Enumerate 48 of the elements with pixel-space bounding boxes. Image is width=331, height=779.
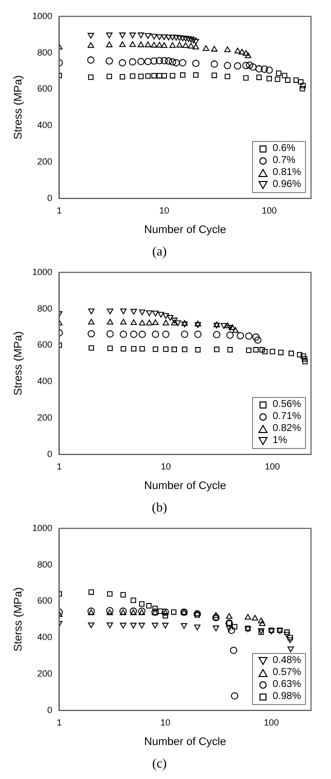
- legend-label: 0.7%: [272, 155, 296, 168]
- y-tick-label: 800: [37, 303, 52, 314]
- y-tick-label: 400: [37, 376, 52, 386]
- y-tick-label: 0: [47, 192, 52, 203]
- y-tick-label: 400: [37, 120, 52, 130]
- y-tick-label: 400: [37, 632, 52, 642]
- legend-label: 0.57%: [272, 667, 301, 680]
- x-axis-title: Number of Cycle: [144, 224, 226, 236]
- legend-label: 0.81%: [272, 167, 301, 180]
- y-tick-label: 0: [47, 448, 52, 459]
- legend-label: 0.98%: [272, 691, 301, 704]
- y-axis-title: Stress (MPa): [12, 75, 25, 140]
- x-tick-label: 100: [264, 461, 280, 472]
- y-tick-label: 1000: [32, 266, 52, 277]
- x-tick-label: 1: [56, 461, 62, 472]
- y-tick-label: 800: [37, 559, 52, 570]
- x-tick-label: 100: [264, 717, 279, 728]
- legend-label: 0.96%: [272, 179, 301, 192]
- legend-label: 1%: [272, 435, 288, 448]
- legend-label: 0.6%: [272, 143, 296, 156]
- y-tick-label: 600: [37, 340, 52, 350]
- x-tick-label: 10: [160, 461, 171, 472]
- x-tick-label: 10: [159, 205, 170, 216]
- x-axis-title: Number of Cycle: [144, 480, 226, 492]
- x-tick-label: 100: [262, 205, 277, 216]
- y-tick-label: 200: [37, 668, 52, 678]
- x-tick-label: 1: [56, 205, 62, 216]
- text: (a): [152, 244, 167, 259]
- y-tick-label: 600: [37, 84, 52, 94]
- x-axis-title: Number of Cycle: [144, 736, 226, 748]
- y-axis-title: Stress (MPa): [12, 331, 25, 396]
- y-tick-label: 200: [37, 156, 52, 166]
- x-tick-label: 1: [56, 717, 62, 728]
- legend-label: 0.71%: [272, 411, 301, 424]
- y-tick-label: 1000: [32, 10, 52, 21]
- y-tick-label: 600: [37, 596, 52, 606]
- legend-label: 0.48%: [272, 655, 301, 668]
- y-tick-label: 800: [37, 47, 52, 58]
- legend-label: 0.63%: [272, 679, 301, 692]
- x-tick-label: 10: [160, 717, 170, 728]
- legend-label: 0.82%: [272, 423, 301, 436]
- text: (c): [152, 756, 167, 771]
- y-tick-label: 0: [47, 704, 52, 715]
- y-tick-label: 1000: [32, 522, 52, 533]
- legend-label: 0.56%: [272, 399, 301, 412]
- text: (b): [152, 500, 168, 515]
- y-axis-title: Sterss (MPa): [12, 587, 25, 652]
- y-tick-label: 200: [37, 412, 52, 422]
